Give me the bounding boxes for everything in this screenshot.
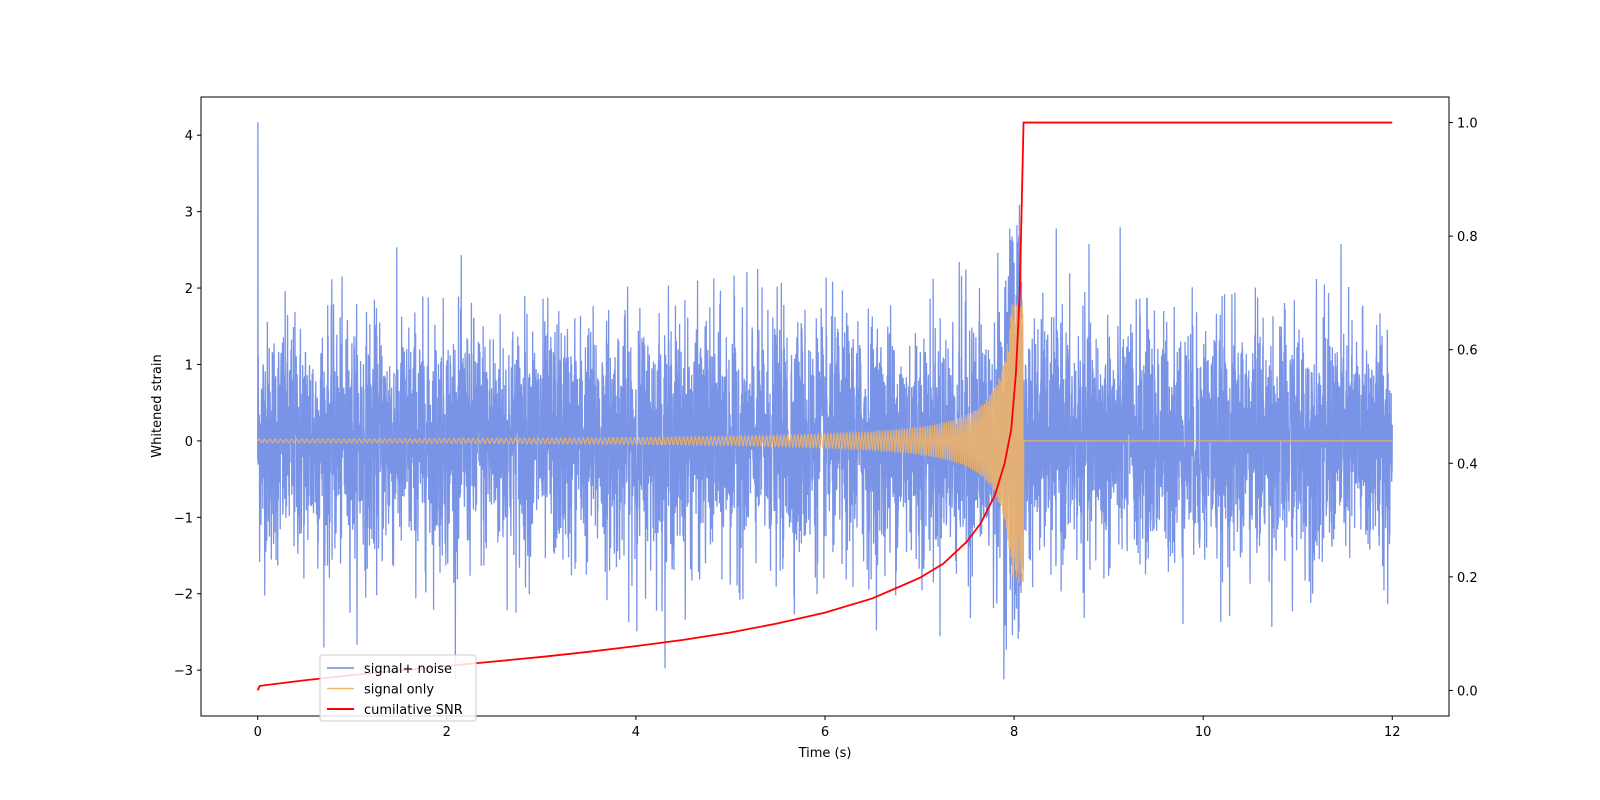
y-tick-label: 1 — [185, 358, 193, 373]
y-right-tick-label: 0.2 — [1457, 571, 1478, 586]
x-tick-label: 8 — [1010, 725, 1018, 740]
x-tick-label: 10 — [1195, 725, 1212, 740]
x-tick-label: 0 — [254, 725, 262, 740]
x-axis-label: Time (s) — [798, 746, 852, 761]
y-tick-label: 2 — [185, 282, 193, 297]
y-right-tick-label: 0.4 — [1457, 457, 1478, 472]
legend-label: cumilative SNR — [364, 703, 463, 718]
y-tick-label: −1 — [174, 511, 193, 526]
y-right-tick-label: 0.0 — [1457, 684, 1478, 699]
y-tick-label: −3 — [174, 664, 193, 679]
plot-area — [256, 121, 1393, 691]
series-signal-noise-line — [257, 122, 1393, 682]
y-axis-label: Whitened strain — [150, 354, 165, 457]
legend-box — [319, 654, 477, 722]
y-tick-label: −2 — [174, 588, 193, 603]
legend: signal+ noise signal only cumilative SNR — [319, 654, 477, 722]
y-tick-label: 3 — [185, 206, 193, 221]
series-layer — [256, 121, 1393, 691]
y-axis-left: −3 −2 −1 0 1 2 3 4 — [174, 129, 201, 679]
y-tick-label: 4 — [185, 129, 193, 144]
y-tick-label: 0 — [185, 435, 193, 450]
x-tick-label: 6 — [821, 725, 829, 740]
y-axis-right: 0.0 0.2 0.4 0.6 0.8 1.0 — [1449, 117, 1478, 699]
x-tick-label: 4 — [632, 725, 640, 740]
x-tick-label: 12 — [1384, 725, 1401, 740]
y-right-tick-label: 0.8 — [1457, 230, 1478, 245]
legend-label: signal only — [364, 683, 434, 698]
y-right-tick-label: 1.0 — [1457, 117, 1478, 132]
legend-label: signal+ noise — [364, 662, 452, 677]
x-tick-label: 2 — [443, 725, 451, 740]
series-signal-only-line — [257, 300, 1393, 583]
y-right-tick-label: 0.6 — [1457, 344, 1478, 359]
